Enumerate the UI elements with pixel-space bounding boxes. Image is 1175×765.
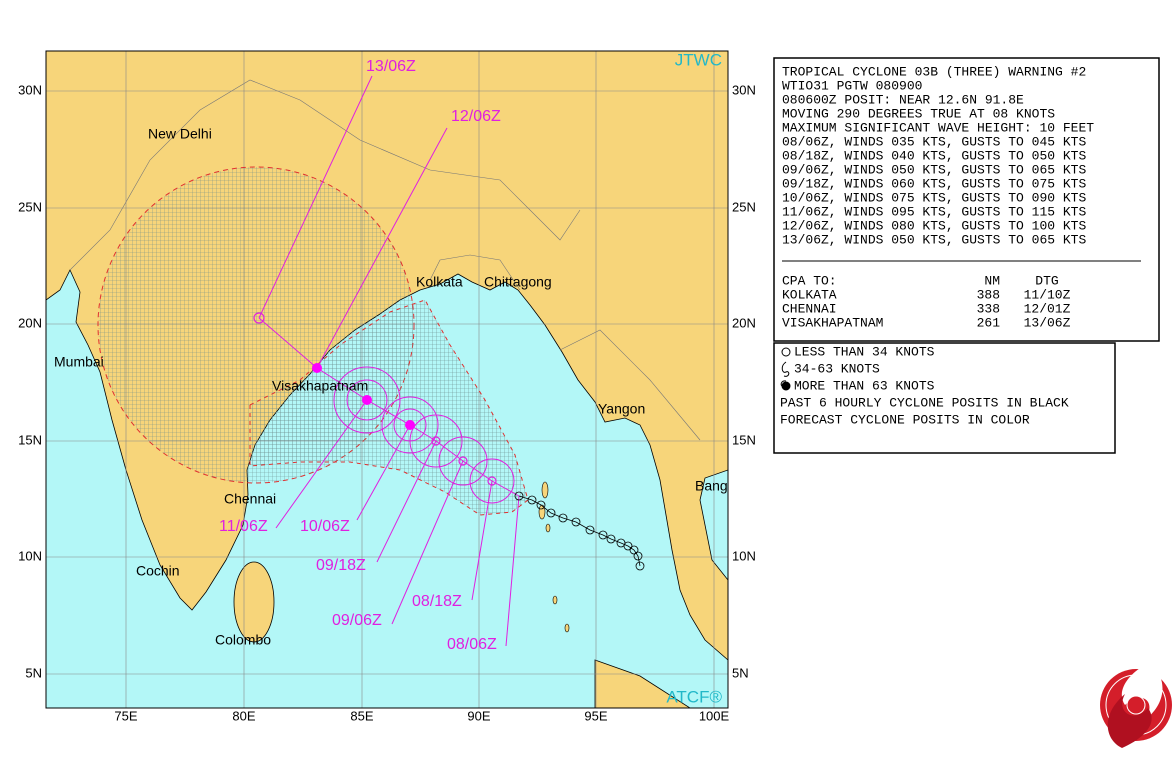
warning-line: 11/06Z, WINDS 095 KTS, GUSTS TO 115 KTS: [782, 204, 1086, 219]
warning-line: 080600Z POSIT: NEAR 12.6N 91.8E: [782, 92, 1024, 107]
track-label: 08/06Z: [447, 636, 497, 653]
legend-line: FORECAST CYCLONE POSITS IN COLOR: [780, 412, 1030, 427]
track-label: 12/06Z: [451, 108, 501, 125]
legend-symbols: [780, 347, 791, 391]
cpa-cell: VISAKHAPATNAM: [782, 315, 883, 330]
warning-line: 10/06Z, WINDS 075 KTS, GUSTS TO 090 KTS: [782, 190, 1086, 205]
legend-line: MORE THAN 63 KNOTS: [794, 378, 935, 393]
warning-text: TROPICAL CYCLONE 03B (THREE) WARNING #2W…: [782, 64, 1094, 247]
place-label: Chittagong: [484, 274, 552, 290]
lat-label: 25N: [18, 199, 42, 214]
legend-line: 34-63 KNOTS: [794, 361, 880, 376]
past-posits: [514, 491, 645, 571]
source-label: ATCF®: [666, 687, 722, 706]
lon-label: 90E: [467, 708, 490, 723]
cpa-header: DTG: [1035, 273, 1058, 288]
lat-label: 15N: [18, 432, 42, 447]
legend-line: LESS THAN 34 KNOTS: [794, 344, 935, 359]
map-frame: [45, 50, 729, 709]
lon-label: 75E: [114, 708, 137, 723]
forecast-posits-strong: [312, 363, 415, 430]
place-label: Yangon: [598, 401, 645, 417]
track-label: 09/18Z: [316, 557, 366, 574]
sumatra: [594, 659, 691, 708]
cpa-cell: CHENNAI: [782, 301, 837, 316]
track-label: 08/18Z: [412, 593, 462, 610]
warning-line: MOVING 290 DEGREES TRUE AT 08 KNOTS: [782, 106, 1055, 121]
warning-line: WTIO31 PGTW 080900: [782, 78, 922, 93]
lon-labels: 75E 80E 85E 90E 95E 100E: [114, 708, 729, 723]
cpa-cell: 11/10Z: [1024, 287, 1071, 302]
place-label: Visakhapatnam: [272, 378, 368, 394]
sri-lanka: [233, 561, 275, 643]
place-label: Mumbai: [54, 354, 104, 370]
track-lines: [258, 75, 520, 647]
cpa-cell: 12/01Z: [1024, 301, 1071, 316]
warning-line: 13/06Z, WINDS 050 KTS, GUSTS TO 065 KTS: [782, 232, 1086, 247]
andaman-islands: [538, 481, 570, 633]
lat-label: 5N: [25, 665, 42, 680]
cpa-cell: KOLKATA: [782, 287, 837, 302]
track-label: 09/06Z: [332, 612, 382, 629]
lat-label: 5N: [732, 665, 749, 680]
place-label: Chennai: [224, 491, 276, 507]
cpa-cell: 261: [977, 315, 1001, 330]
track-label: 13/06Z: [366, 58, 416, 75]
track-label: 10/06Z: [300, 518, 350, 535]
track-label: 11/06Z: [219, 518, 268, 535]
warning-line: 12/06Z, WINDS 080 KTS, GUSTS TO 100 KTS: [782, 218, 1086, 233]
lat-labels-left: 30N 25N 20N 15N 10N 5N: [18, 82, 42, 680]
lat-label: 30N: [732, 82, 756, 97]
cpa-header: NM: [984, 273, 1000, 288]
jtwc-logo: [1100, 662, 1172, 748]
place-label: Bang: [695, 478, 728, 494]
cpa-cell: 338: [977, 301, 1000, 316]
lon-label: 95E: [584, 708, 607, 723]
lat-label: 15N: [732, 432, 756, 447]
warning-line: 08/06Z, WINDS 035 KTS, GUSTS TO 045 KTS: [782, 134, 1086, 149]
place-label: Colombo: [215, 632, 271, 648]
cpa-cell: 13/06Z: [1024, 315, 1071, 330]
cpa-cell: 388: [977, 287, 1000, 302]
lon-label: 100E: [699, 708, 730, 723]
place-label: Cochin: [136, 563, 180, 579]
warning-line: 09/18Z, WINDS 060 KTS, GUSTS TO 075 KTS: [782, 176, 1086, 191]
lon-label: 80E: [232, 708, 255, 723]
lat-label: 20N: [18, 315, 42, 330]
lat-label: 25N: [732, 199, 756, 214]
lat-label: 30N: [18, 82, 42, 97]
forecast-posits: [253, 312, 497, 486]
legend-text: LESS THAN 34 KNOTS 34-63 KNOTS MORE THAN 6…: [780, 344, 1069, 427]
borders: [69, 79, 701, 441]
map: New Delhi Kolkata Chittagong Mumbai Visa…: [46, 50, 728, 708]
warning-box: [773, 57, 1160, 342]
lat-label: 10N: [732, 548, 756, 563]
lon-label: 85E: [350, 708, 373, 723]
wind-radii: [333, 366, 515, 504]
cpa-table: CPA TO: NM DTG KOLKATA 388 11/10Z CHENNAI 338 12…: [782, 273, 1071, 330]
warning-line: TROPICAL CYCLONE 03B (THREE) WARNING #2: [782, 64, 1086, 79]
cpa-header: CPA TO:: [782, 273, 837, 288]
legend-line: PAST 6 HOURLY CYCLONE POSITS IN BLACK: [780, 395, 1069, 410]
lat-label: 20N: [732, 315, 756, 330]
warning-line: 09/06Z, WINDS 050 KTS, GUSTS TO 065 KTS: [782, 162, 1086, 177]
warning-line: 08/18Z, WINDS 040 KTS, GUSTS TO 050 KTS: [782, 148, 1086, 163]
place-label: New Delhi: [148, 126, 212, 142]
agency-label: JTWC: [675, 50, 722, 69]
legend-box: [773, 342, 1116, 454]
warning-line: MAXIMUM SIGNIFICANT WAVE HEIGHT: 10 FEET: [782, 120, 1094, 135]
place-label: Kolkata: [416, 274, 463, 290]
lat-labels-right: 30N 25N 20N 15N 10N 5N: [732, 82, 756, 680]
lat-label: 10N: [18, 548, 42, 563]
